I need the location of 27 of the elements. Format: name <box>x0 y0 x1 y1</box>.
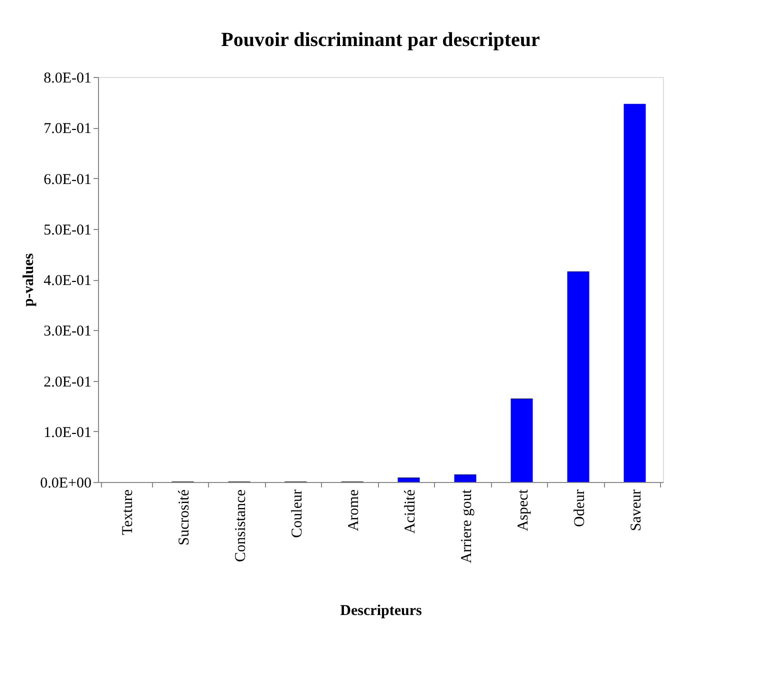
x-tick-label: Arome <box>346 489 362 532</box>
x-axis-title: Descripteurs <box>340 603 422 620</box>
y-axis-title: p-values <box>21 253 38 307</box>
x-tick-label: Arriere gout <box>458 488 475 564</box>
bar <box>454 474 476 482</box>
bar <box>567 271 590 482</box>
x-tick-label: Acidité <box>402 489 418 534</box>
y-tick-label: 7.0E-01 <box>44 121 92 138</box>
x-tick-label: Odeur <box>572 490 588 527</box>
y-tick-label: 3.0E-01 <box>44 324 92 340</box>
x-tick-label: Consistance <box>232 489 249 562</box>
y-tick-label: 8.0E-01 <box>44 70 92 86</box>
y-tick-label: 5.0E-01 <box>44 222 92 238</box>
x-tick-label: Couleur <box>289 490 306 538</box>
y-tick-label: 4.0E-01 <box>44 273 92 289</box>
x-tick-label: Saveur <box>628 490 644 532</box>
y-tick-label: 0.0E+00 <box>40 476 92 492</box>
y-tick-label: 1.0E-01 <box>44 424 92 441</box>
bar <box>398 477 420 482</box>
bar <box>624 104 646 482</box>
y-tick-label: 6.0E-01 <box>44 172 92 188</box>
y-tick-label: 2.0E-01 <box>44 374 92 390</box>
x-tick-label: Sucrosité <box>176 489 192 546</box>
x-tick-label: Texture <box>120 489 136 536</box>
bar <box>510 398 533 482</box>
chart-title: Pouvoir discriminant par descripteur <box>221 29 540 51</box>
x-tick-label: Aspect <box>515 488 532 532</box>
